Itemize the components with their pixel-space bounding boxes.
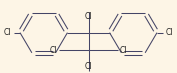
Text: Cl: Cl [85,12,92,21]
Text: Cl: Cl [120,46,127,55]
Text: Cl: Cl [165,28,173,37]
Text: Cl: Cl [85,62,92,71]
Text: Cl: Cl [4,28,12,37]
Text: Cl: Cl [50,46,57,55]
